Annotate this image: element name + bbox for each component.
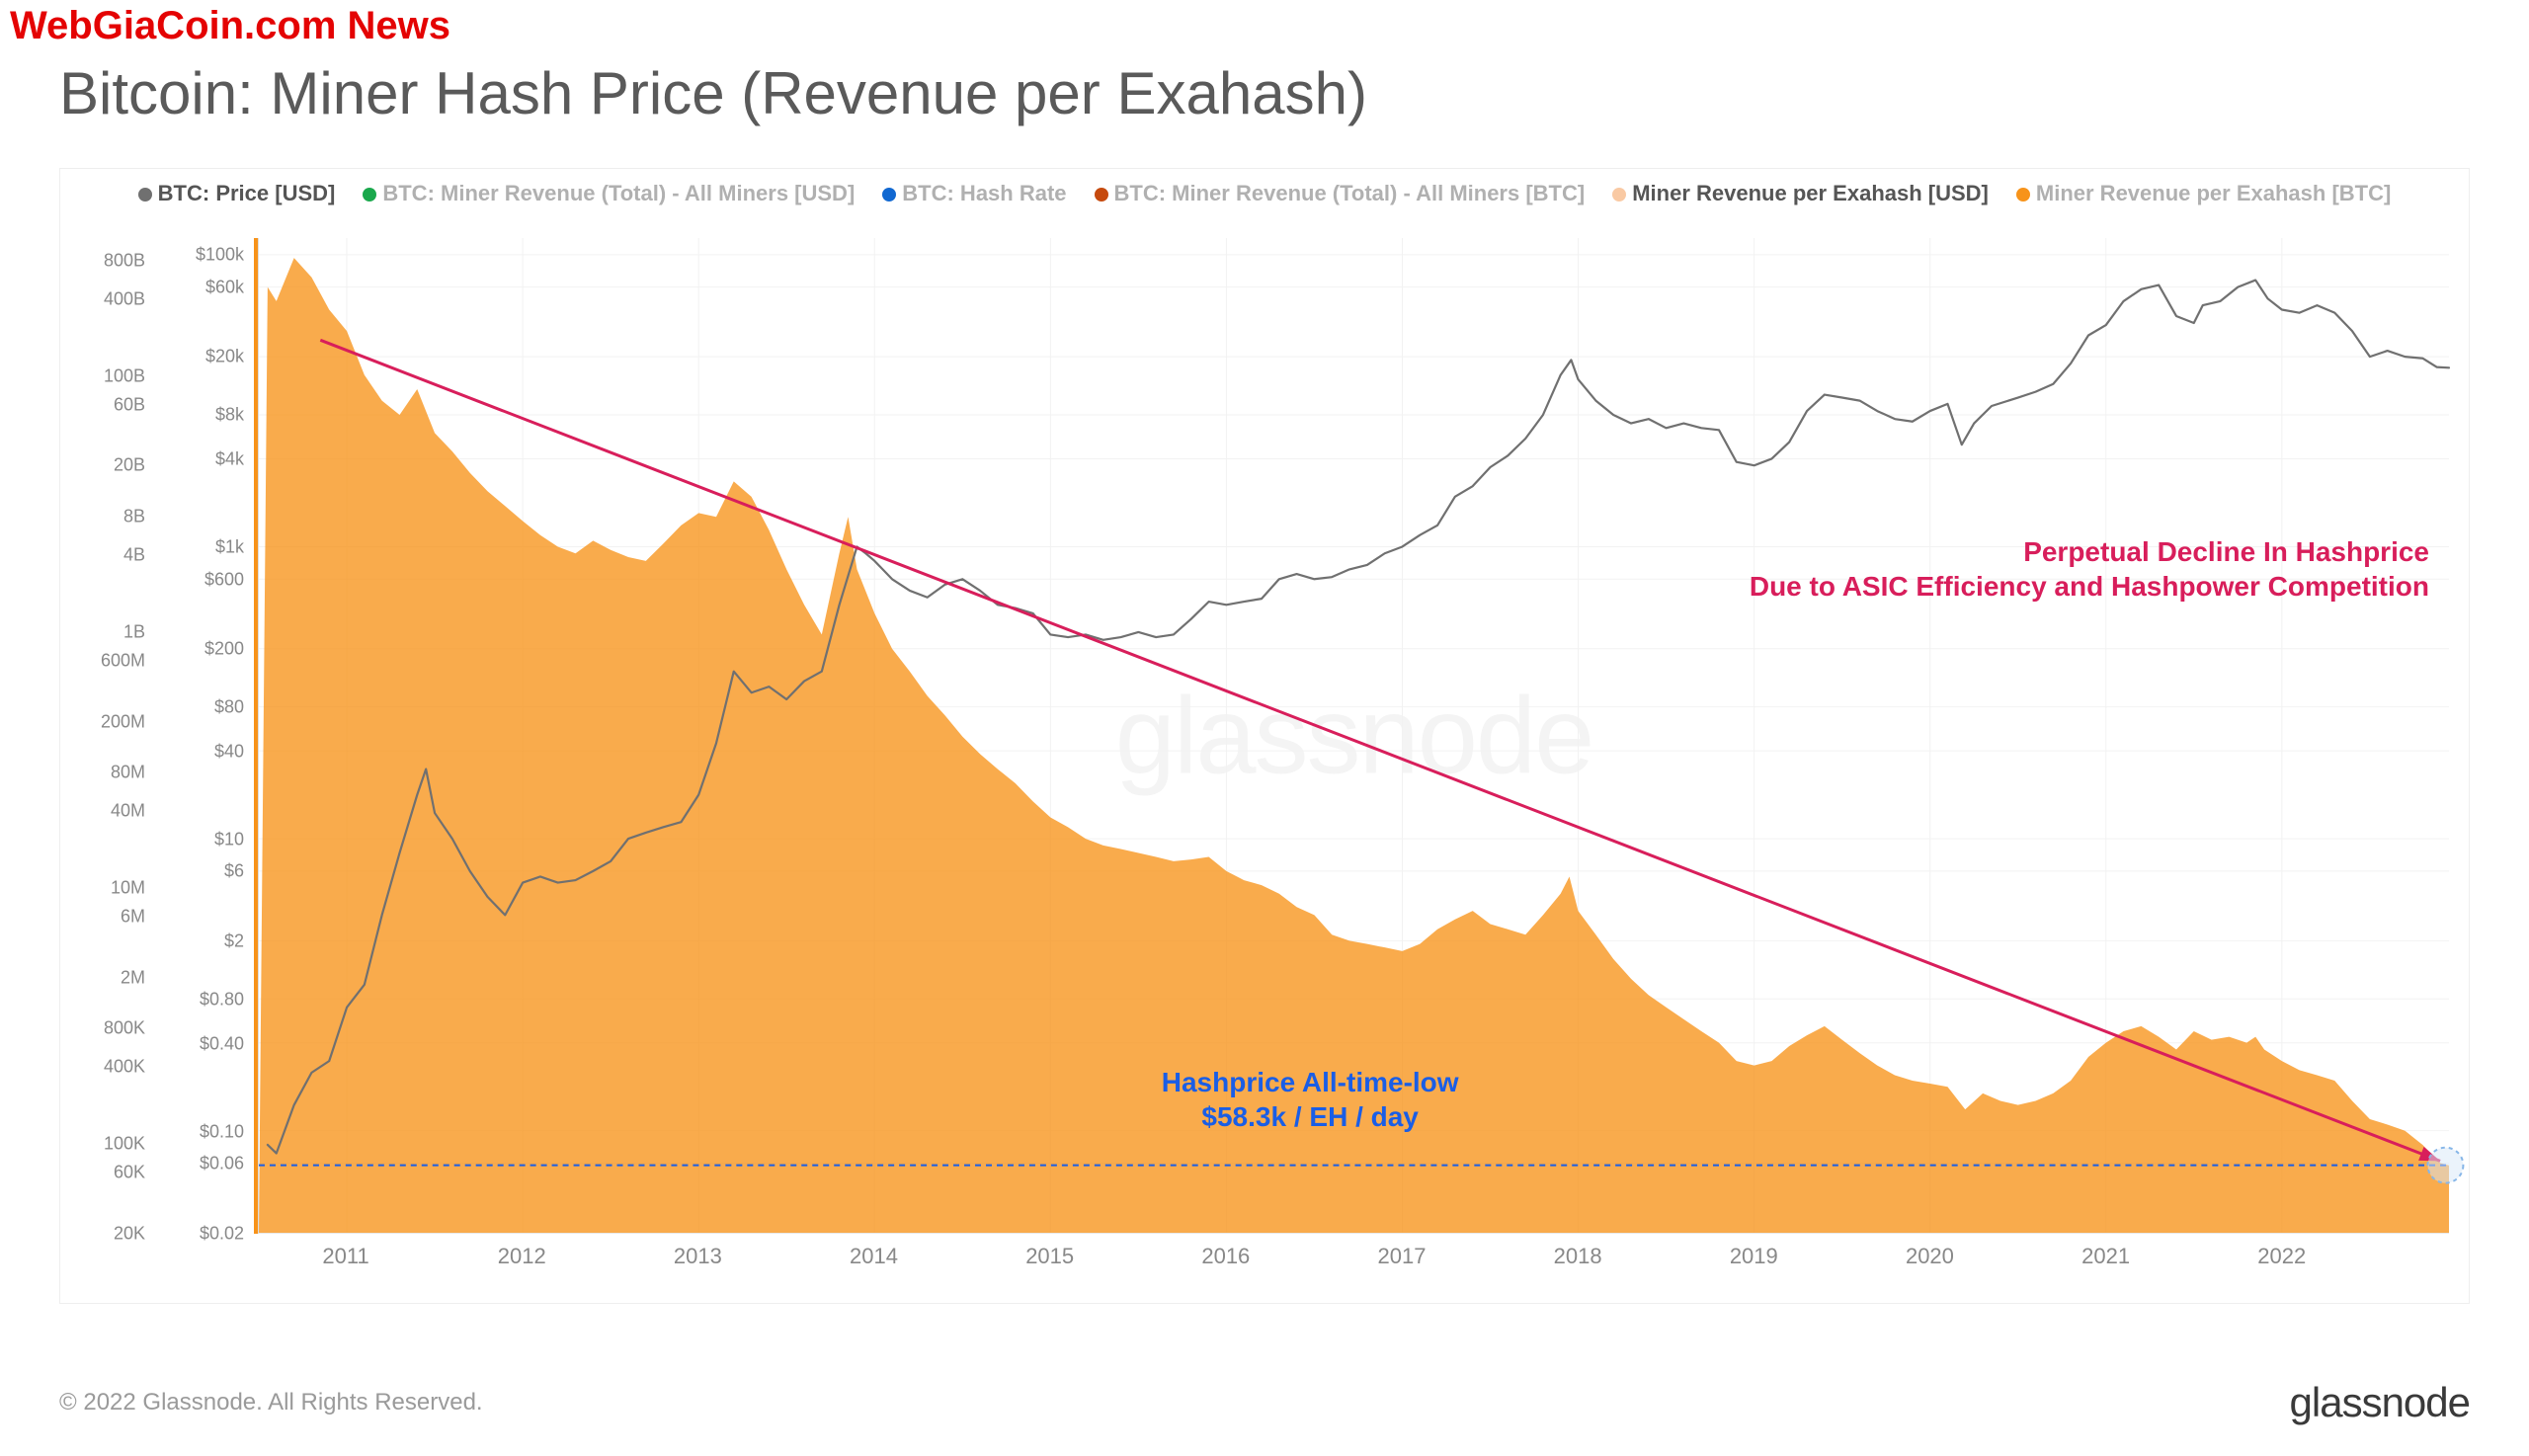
y-axis-inner-tick: $20k [205, 347, 244, 367]
annotation-decline-line1: Perpetual Decline In Hashprice [1750, 534, 2429, 569]
legend-item[interactable]: BTC: Hash Rate [882, 181, 1066, 206]
legend-item[interactable]: BTC: Price [USD] [138, 181, 336, 206]
y-axis-inner-tick: $200 [204, 639, 244, 660]
annotation-atl-line2: $58.3k / EH / day [1162, 1099, 1459, 1134]
legend-dot-icon [1612, 188, 1626, 202]
y-axis-inner-tick: $6 [224, 861, 244, 882]
legend-dot-icon [363, 188, 376, 202]
y-axis-inner-tick: $10 [214, 829, 244, 849]
x-axis-tick: 2015 [1025, 1244, 1074, 1269]
y-axis-inner-tick: $0.40 [200, 1033, 244, 1054]
legend-label: BTC: Hash Rate [902, 181, 1066, 205]
y-axis-outer-tick: 20B [114, 455, 145, 476]
x-axis-tick: 2013 [674, 1244, 722, 1269]
y-axis-outer-tick: 80M [111, 763, 145, 783]
annotation-decline-line2: Due to ASIC Efficiency and Hashpower Com… [1750, 569, 2429, 604]
y-axis-inner-tick: $40 [214, 741, 244, 762]
y-axis-outer-tick: 100K [104, 1134, 145, 1155]
y-axis-outer-tick: 20K [114, 1224, 145, 1245]
chart-plot-area: glassnode Perpetual Decline In Hashprice… [258, 238, 2449, 1234]
atl-marker-icon [2427, 1148, 2463, 1183]
y-axis-inner-tick: $1k [215, 536, 244, 557]
legend-label: BTC: Miner Revenue (Total) - All Miners … [1114, 181, 1586, 205]
annotation-decline: Perpetual Decline In Hashprice Due to AS… [1750, 534, 2429, 604]
y-axis-inner-tick: $0.80 [200, 989, 244, 1010]
x-axis-tick: 2014 [850, 1244, 898, 1269]
y-axis-inner-tick: $4k [215, 448, 244, 469]
legend-label: BTC: Price [USD] [158, 181, 336, 205]
y-axis-outer-tick: 2M [121, 967, 145, 988]
y-axis-outer-tick: 8B [123, 507, 145, 527]
y-axis-outer-tick: 6M [121, 906, 145, 927]
legend-dot-icon [2016, 188, 2030, 202]
annotation-atl-line1: Hashprice All-time-low [1162, 1065, 1459, 1099]
y-axis-inner-tick: $60k [205, 277, 244, 297]
y-axis-outer-tick: 600M [101, 650, 145, 671]
x-axis-tick: 2022 [2257, 1244, 2306, 1269]
y-axis-inner-tick: $100k [196, 244, 244, 265]
y-axis-outer-tick: 800K [104, 1018, 145, 1039]
x-axis-tick: 2020 [1906, 1244, 1954, 1269]
legend-item[interactable]: BTC: Miner Revenue (Total) - All Miners … [363, 181, 855, 206]
legend-dot-icon [1095, 188, 1108, 202]
legend-item[interactable]: Miner Revenue per Exahash [USD] [1612, 181, 1989, 206]
legend-label: Miner Revenue per Exahash [USD] [1632, 181, 1989, 205]
y-axis-outer-tick: 1B [123, 622, 145, 643]
y-axis-inner-tick: $8k [215, 405, 244, 426]
x-axis: 2011 2012 2013 2014 2015 2016 2017 2018 2019 2020… [258, 1244, 2449, 1273]
x-axis-tick: 2016 [1201, 1244, 1250, 1269]
y-axis-inner-tick: $0.10 [200, 1121, 244, 1142]
y-axis-outer-tick: 400B [104, 288, 145, 309]
y-axis-outer-tick: 200M [101, 711, 145, 732]
y-axis-outer-tick: 4B [123, 545, 145, 566]
legend-dot-icon [882, 188, 896, 202]
y-axis-inner-tick: $2 [224, 931, 244, 952]
y-axis-inner-tick: $600 [204, 569, 244, 590]
legend-item[interactable]: Miner Revenue per Exahash [BTC] [2016, 181, 2391, 206]
y-axis-outer-tick: 40M [111, 801, 145, 822]
legend-label: Miner Revenue per Exahash [BTC] [2036, 181, 2391, 205]
x-axis-tick: 2011 [322, 1244, 368, 1269]
y-axis-outer: 800B 400B 100B 60B 20B 8B 4B 1B 600M 200M 80M 40M 10… [60, 238, 149, 1234]
y-axis-outer-tick: 400K [104, 1057, 145, 1078]
y-axis-outer-tick: 800B [104, 250, 145, 271]
y-axis-inner-tick: $80 [214, 697, 244, 718]
y-axis-outer-tick: 60B [114, 394, 145, 415]
x-axis-tick: 2019 [1730, 1244, 1778, 1269]
footer-copyright: © 2022 Glassnode. All Rights Reserved. [59, 1389, 483, 1416]
y-axis-inner-tick: $0.02 [200, 1224, 244, 1245]
x-axis-tick: 2012 [498, 1244, 546, 1269]
y-axis-inner-tick: $0.06 [200, 1154, 244, 1174]
x-axis-tick: 2021 [2081, 1244, 2130, 1269]
footer-brand: glassnode [2290, 1379, 2470, 1426]
overlay-brand-badge: WebGiaCoin.com News [10, 4, 450, 48]
legend-dot-icon [138, 188, 152, 202]
chart-title: Bitcoin: Miner Hash Price (Revenue per E… [59, 59, 1367, 127]
legend-item[interactable]: BTC: Miner Revenue (Total) - All Miners … [1095, 181, 1586, 206]
y-axis-inner: $100k $60k $20k $8k $4k $1k $600 $200 $80 $40 $10 $… [159, 238, 248, 1234]
y-axis-outer-tick: 100B [104, 365, 145, 386]
chart-container: BTC: Price [USD] BTC: Miner Revenue (Tota… [59, 168, 2470, 1304]
y-axis-outer-tick: 10M [111, 878, 145, 899]
chart-legend: BTC: Price [USD] BTC: Miner Revenue (Tota… [60, 181, 2469, 206]
x-axis-tick: 2018 [1554, 1244, 1602, 1269]
y-axis-outer-tick: 60K [114, 1163, 145, 1183]
annotation-atl: Hashprice All-time-low $58.3k / EH / day [1162, 1065, 1459, 1134]
legend-label: BTC: Miner Revenue (Total) - All Miners … [382, 181, 855, 205]
x-axis-tick: 2017 [1378, 1244, 1427, 1269]
